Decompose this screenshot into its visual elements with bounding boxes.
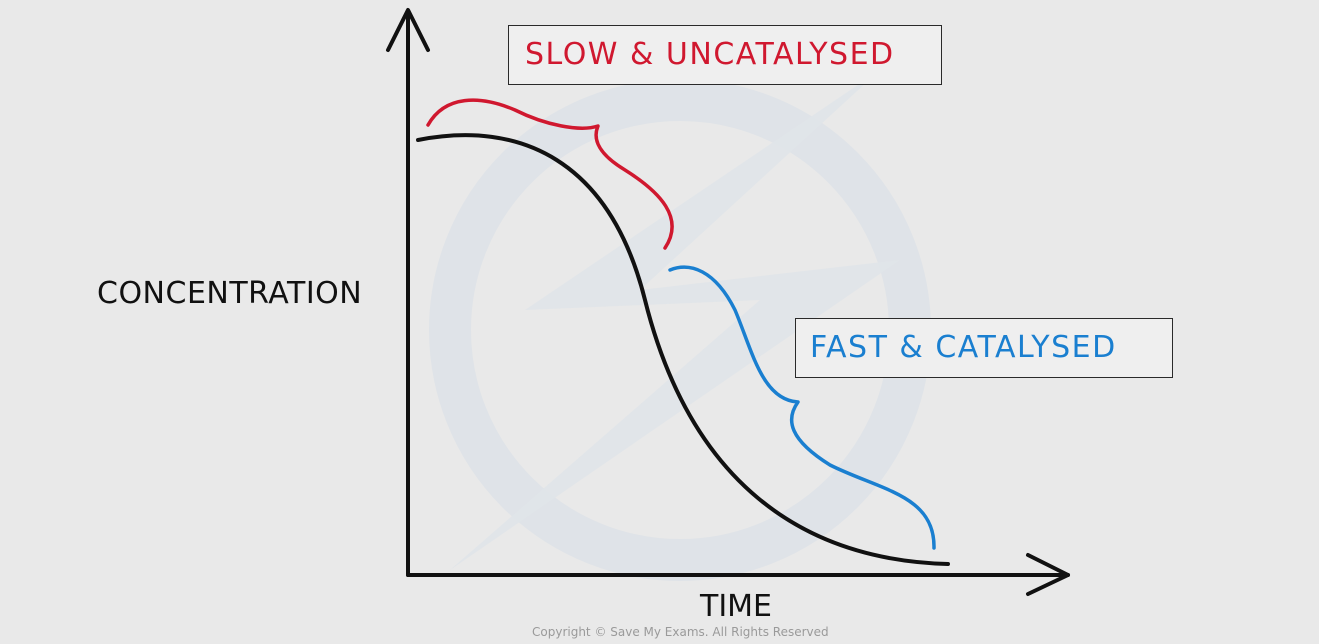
axes — [386, 8, 1070, 596]
x-axis-arrow-head — [1026, 553, 1070, 596]
copyright-notice: Copyright © Save My Exams. All Rights Re… — [532, 625, 829, 639]
slow-uncatalysed-label: SLOW & UNCATALYSED — [508, 25, 942, 85]
y-axis-label: CONCENTRATION — [97, 276, 363, 311]
fast-brace — [668, 265, 936, 550]
y-axis-arrow-head — [386, 8, 430, 52]
slow-brace — [426, 98, 674, 250]
concentration-curve — [416, 133, 950, 566]
fast-catalysed-label: FAST & CATALYSED — [795, 318, 1173, 378]
x-axis-label: TIME — [700, 589, 773, 624]
fast-catalysed-text: FAST & CATALYSED — [810, 330, 1117, 365]
slow-uncatalysed-text: SLOW & UNCATALYSED — [525, 37, 895, 72]
